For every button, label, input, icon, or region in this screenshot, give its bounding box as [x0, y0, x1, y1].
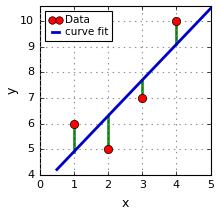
Data [107, 148, 110, 150]
X-axis label: x: x [121, 197, 129, 210]
Data [73, 122, 75, 125]
Data [141, 97, 144, 99]
Line: Data: Data [70, 17, 181, 153]
Data [175, 20, 178, 22]
Y-axis label: y: y [6, 87, 19, 94]
Legend: Data, curve fit: Data, curve fit [45, 11, 112, 41]
